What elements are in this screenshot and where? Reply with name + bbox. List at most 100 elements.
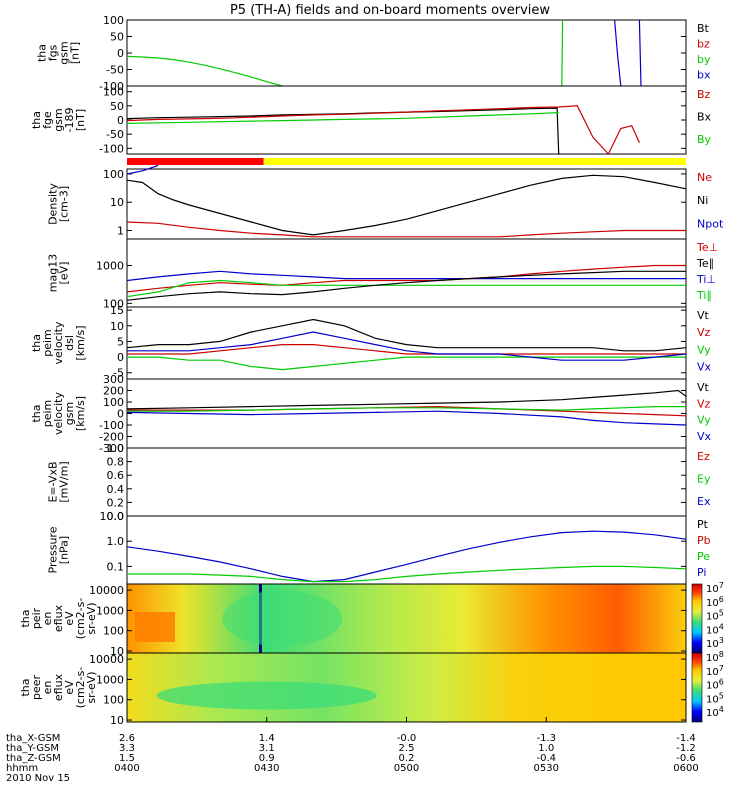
panels: 100500-50-100thafgsgsm[nT]Btbzbybx100500… [19, 14, 724, 727]
legend-entry: Bt [697, 22, 710, 35]
orbit-value: 0.2 [399, 753, 415, 764]
panel-3: 100 10 1 Density[cm-3] Ne Ni Npot [47, 164, 724, 240]
y-tick-label: 0.4 [107, 483, 125, 496]
colorbar-tick-exponent: 5 [719, 691, 724, 700]
colorbar-tick-base: 10 [706, 667, 719, 678]
orbit-value: -0.4 [536, 753, 556, 764]
y-axis-label: eflux [52, 673, 65, 701]
orbit-value: 2.6 [119, 733, 135, 744]
y-axis-label: [km/s] [74, 396, 87, 431]
panel-frame [126, 306, 687, 380]
mode-bar-segment [263, 158, 686, 165]
y-axis-label: fgs [47, 44, 60, 61]
colorbar-tick-exponent: 3 [719, 636, 724, 645]
y-tick-label: -100 [99, 80, 124, 93]
legend-entry: Ni [697, 194, 708, 207]
y-tick-label: 100 [103, 86, 124, 99]
series-line-Vx [126, 410, 687, 426]
heatmap-image [127, 584, 686, 653]
colorbar-tick-exponent: 6 [719, 678, 724, 687]
series-line-by [561, 19, 564, 87]
y-tick-label: 0.0 [107, 510, 125, 523]
panel-9: 10710610510410310000100010010thapeirenef… [19, 581, 724, 658]
colorbar-tick-label: 105 [706, 691, 724, 705]
y-axis-label: [eV] [58, 262, 71, 285]
colorbar-tick-exponent: 7 [719, 664, 724, 673]
orbit-value: 1.5 [119, 753, 135, 764]
legend-entry: by [697, 53, 711, 66]
heatmap-feature [222, 590, 343, 647]
y-tick-label: 15 [110, 304, 124, 317]
y-axis-label: E=-VxB [47, 461, 60, 502]
y-axis-label: tha [30, 111, 43, 129]
y-axis-label: [nPa] [58, 536, 71, 564]
orbit-row-label: tha_X-GSM [6, 733, 60, 744]
orbit-value: 0530 [534, 763, 559, 774]
orbit-value: 0430 [254, 763, 279, 774]
series-line-Te⊥ [126, 264, 686, 293]
legend-entry: Bx [697, 110, 712, 123]
colorbar-tick-label: 104 [706, 622, 724, 636]
y-tick-label: 100 [103, 14, 124, 27]
orbit-value: 0500 [394, 763, 419, 774]
colorbar-tick-exponent: 6 [719, 595, 724, 604]
y-tick-label: 1000 [96, 604, 124, 617]
orbit-row-label: hhmm [6, 763, 38, 774]
colorbar-tick-exponent: 7 [719, 581, 724, 590]
orbit-value: 3.3 [119, 743, 135, 754]
series-line-bx [614, 19, 622, 87]
orbit-row-label: tha_Z-GSM [6, 753, 61, 764]
panel-10: 10810710610510410000100010010thapeerenef… [19, 650, 724, 727]
orbit-row-label: tha_Y-GSM [6, 743, 59, 754]
series-line-Vy [127, 406, 686, 412]
orbit-value: -0.0 [397, 733, 417, 744]
y-axis-label: -189 [63, 108, 76, 133]
heatmap-feature [156, 681, 377, 710]
legend-entry: Te⊥ [696, 241, 718, 254]
legend-entry: Npot [697, 217, 724, 230]
y-tick-label: 0 [117, 351, 124, 364]
series-line-Ti⊥ [126, 270, 686, 282]
mode-bar-segment [127, 158, 264, 165]
colorbar-tick-exponent: 4 [719, 705, 724, 714]
y-axis-label: tha [36, 44, 49, 62]
y-tick-label: 10000 [89, 584, 124, 597]
y-tick-label: 10 [110, 645, 124, 658]
colorbar-tick-base: 10 [706, 625, 719, 636]
y-axis-label: en [41, 612, 54, 626]
y-tick-label: 0.2 [107, 496, 125, 509]
y-axis-label: (cm2-s- [74, 598, 87, 640]
y-tick-label: 100 [103, 694, 124, 707]
legend-entry: Vy [697, 414, 711, 427]
colorbar-tick-base: 10 [706, 612, 719, 623]
series-line-Te∥ [126, 270, 686, 301]
orbit-value: -1.2 [676, 743, 696, 754]
colorbar-tick-label: 106 [706, 678, 724, 692]
y-axis-label: velocity [52, 392, 65, 435]
panel-7: 1.00.80.60.40.20.0 E=-VxB[mV/m] Ez Ey Ex [47, 442, 711, 523]
y-axis-label: sr-eV) [85, 671, 98, 703]
series-line-Vx [127, 331, 687, 361]
orbit-value: 0400 [114, 763, 139, 774]
y-axis-label: tha [19, 609, 32, 627]
colorbar-tick-base: 10 [706, 653, 719, 664]
y-axis-label: [nT] [69, 42, 82, 64]
y-tick-label: 10 [110, 196, 124, 209]
series-line-Ni [126, 174, 687, 236]
y-tick-label: -5 [113, 367, 124, 380]
colorbar-tick-base: 10 [706, 584, 719, 595]
y-axis-label: [mV/m] [58, 461, 71, 502]
y-axis-label: fge [41, 111, 54, 129]
y-axis-label: sr-eV) [85, 602, 98, 634]
legend-entry: Ez [697, 450, 710, 463]
y-tick-label: 1 [117, 224, 124, 237]
y-axis-label: [cm-3] [58, 186, 71, 222]
series-line-By [126, 112, 559, 124]
y-axis-label: peim [41, 329, 54, 357]
colorbar-tick-exponent: 8 [719, 650, 724, 659]
colorbar-tick-exponent: 4 [719, 622, 724, 631]
orbit-value: 0.9 [259, 753, 275, 764]
series-line-Vy [127, 356, 686, 371]
